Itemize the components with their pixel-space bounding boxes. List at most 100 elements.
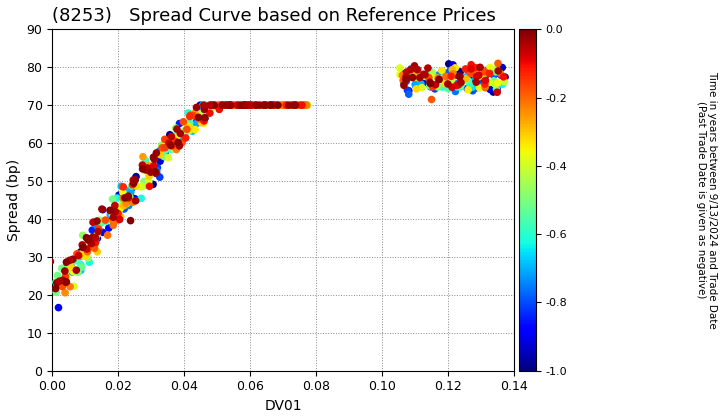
Point: [205, 102, 217, 108]
Point: [418, 72, 429, 79]
Point: [89, 241, 101, 248]
Point: [296, 102, 307, 108]
Point: [258, 102, 269, 108]
Point: [258, 102, 269, 108]
Point: [115, 213, 127, 220]
Point: [186, 128, 198, 134]
Point: [238, 102, 249, 108]
Point: [437, 75, 449, 81]
Point: [123, 194, 135, 201]
Point: [192, 113, 204, 120]
Point: [129, 195, 140, 202]
X-axis label: DV01: DV01: [264, 399, 302, 413]
Point: [276, 102, 288, 108]
Point: [277, 102, 289, 108]
Point: [64, 284, 76, 290]
Point: [238, 102, 249, 108]
Point: [79, 246, 91, 253]
Point: [59, 289, 71, 296]
Point: [198, 102, 210, 108]
Point: [285, 102, 297, 108]
Point: [452, 80, 464, 87]
Point: [196, 119, 207, 126]
Point: [77, 232, 89, 239]
Point: [77, 251, 89, 258]
Point: [415, 80, 427, 87]
Point: [197, 104, 208, 111]
Point: [208, 102, 220, 108]
Point: [235, 102, 246, 108]
Point: [232, 102, 243, 108]
Point: [196, 117, 207, 124]
Point: [297, 102, 308, 108]
Point: [467, 84, 478, 90]
Point: [166, 146, 177, 152]
Point: [437, 75, 449, 81]
Point: [447, 62, 459, 68]
Point: [99, 217, 111, 223]
Point: [122, 194, 134, 201]
Point: [410, 70, 421, 77]
Point: [52, 279, 63, 286]
Point: [144, 183, 156, 190]
Point: [93, 226, 104, 232]
Point: [75, 267, 86, 274]
Point: [480, 73, 491, 79]
Point: [112, 217, 123, 224]
Point: [491, 86, 503, 92]
Point: [199, 102, 210, 108]
Point: [302, 102, 313, 108]
Point: [111, 215, 122, 222]
Point: [246, 102, 257, 108]
Point: [477, 81, 489, 87]
Point: [246, 102, 258, 108]
Point: [90, 239, 102, 246]
Point: [152, 164, 163, 171]
Point: [84, 259, 95, 266]
Point: [427, 69, 438, 76]
Point: [470, 84, 482, 91]
Point: [145, 169, 156, 176]
Point: [87, 234, 99, 241]
Point: [302, 102, 313, 108]
Point: [96, 206, 108, 213]
Point: [301, 102, 312, 108]
Point: [416, 81, 428, 87]
Point: [274, 102, 285, 108]
Point: [72, 269, 84, 276]
Point: [281, 102, 292, 108]
Point: [433, 75, 444, 82]
Point: [251, 102, 262, 108]
Point: [472, 72, 484, 79]
Point: [160, 145, 171, 152]
Point: [402, 75, 413, 82]
Point: [117, 195, 129, 202]
Point: [289, 102, 300, 108]
Point: [151, 167, 163, 174]
Point: [249, 102, 261, 108]
Point: [174, 130, 186, 137]
Point: [273, 102, 284, 108]
Point: [221, 102, 233, 108]
Point: [154, 158, 166, 165]
Point: [120, 200, 132, 207]
Point: [138, 153, 149, 160]
Point: [58, 278, 69, 285]
Point: [234, 102, 246, 108]
Point: [154, 174, 166, 181]
Point: [275, 102, 287, 108]
Point: [185, 126, 197, 133]
Point: [159, 136, 171, 143]
Point: [184, 112, 196, 118]
Point: [50, 289, 62, 296]
Point: [159, 152, 171, 159]
Point: [252, 102, 264, 108]
Point: [259, 102, 271, 108]
Point: [212, 102, 223, 108]
Point: [171, 129, 183, 136]
Point: [467, 70, 478, 77]
Point: [453, 81, 464, 88]
Point: [229, 102, 240, 108]
Point: [208, 102, 220, 109]
Point: [460, 66, 472, 72]
